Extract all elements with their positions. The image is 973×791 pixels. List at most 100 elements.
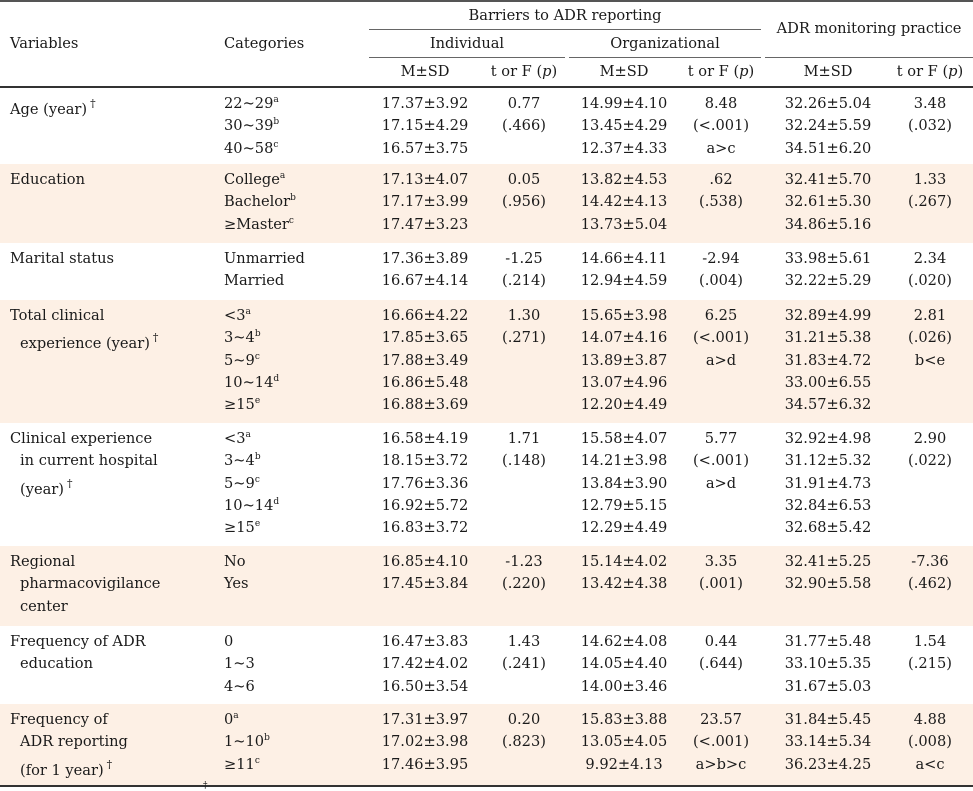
row-categories: 0 1~3 4~6 bbox=[224, 631, 255, 698]
row-mon-t-line: 2.81 bbox=[913, 307, 947, 324]
row-ind-msd-line: 17.42±4.02 bbox=[381, 655, 469, 673]
row-categories: Unmarried Married bbox=[224, 248, 305, 293]
row-mon-msd-line: 34.51±6.20 bbox=[784, 139, 872, 157]
row-ind-msd: 16.66±4.22 17.85±3.65 17.88±3.49 16.86±5.48… bbox=[369, 305, 481, 416]
row-ind-t-line: (.823) bbox=[502, 733, 546, 751]
row-variable-text: (for 1 year) bbox=[20, 761, 104, 779]
row-mon-t-line: (.026) bbox=[908, 329, 952, 347]
row-mon-t: 1.54 (.215) bbox=[887, 631, 973, 676]
row-mon-msd-line: 34.86±5.16 bbox=[784, 215, 872, 233]
row-ind-msd-line: 16.57±3.75 bbox=[381, 139, 469, 157]
header-organizational: Organizational bbox=[610, 35, 720, 52]
row-org-msd-line: 12.79±5.15 bbox=[580, 496, 668, 514]
row-org-t-line: a>b>c bbox=[695, 755, 747, 773]
row-org-msd: 15.14±4.02 13.42±4.38 bbox=[569, 551, 679, 596]
row-variable-text: Total clinical bbox=[10, 307, 105, 324]
table-top-rule bbox=[0, 0, 973, 2]
row-variable-line: Regional bbox=[10, 551, 160, 573]
row-ind-msd: 17.37±3.92 17.15±4.29 16.57±3.75 bbox=[369, 93, 481, 160]
row-ind-t: -1.23 (.220) bbox=[481, 551, 567, 596]
row-variable-line: Frequency of ADR bbox=[10, 631, 146, 653]
row-mon-msd-line: 32.61±5.30 bbox=[784, 193, 872, 211]
category-label: 0 bbox=[224, 633, 234, 650]
row-mon-t-line: b<e bbox=[914, 351, 946, 369]
row-mon-msd-line: 31.91±4.73 bbox=[784, 474, 872, 492]
tf-suffix: ) bbox=[957, 63, 964, 80]
row-org-t-line: (<.001) bbox=[692, 117, 750, 135]
category-label: 3~4 bbox=[224, 452, 255, 470]
tf-suffix: ) bbox=[551, 63, 558, 80]
row-ind-t: 0.77 (.466) bbox=[481, 93, 567, 138]
row-ind-t: -1.25 (.214) bbox=[481, 248, 567, 293]
row-mon-t-line: 2.90 bbox=[913, 430, 947, 447]
row-ind-t-line: 1.30 bbox=[507, 307, 541, 324]
row-variable-line: Total clinical bbox=[10, 305, 158, 327]
category-superscript: a bbox=[233, 711, 239, 721]
category-label: College bbox=[224, 171, 280, 188]
row-ind-t-line: (.220) bbox=[502, 575, 546, 593]
row-ind-msd-line: 17.17±3.99 bbox=[381, 193, 469, 211]
tf-p: p bbox=[948, 63, 958, 80]
row-org-t-line: (.538) bbox=[699, 193, 743, 211]
row-mon-t-line: (.032) bbox=[908, 117, 952, 135]
tf-p: p bbox=[542, 63, 552, 80]
row-mon-t: 2.90 (.022) bbox=[887, 428, 973, 473]
row-mon-msd-line: 33.14±5.34 bbox=[784, 733, 872, 751]
row-org-t-line: a>d bbox=[705, 474, 737, 492]
row-mon-msd-line: 32.41±5.25 bbox=[784, 553, 872, 570]
category-superscript: b bbox=[264, 733, 270, 744]
row-variable-line: Frequency of bbox=[10, 709, 128, 731]
row-org-t: 23.57 (<.001) a>b>c bbox=[679, 709, 763, 776]
row-mon-msd: 32.92±4.98 31.12±5.32 31.91±4.73 32.84±6.53… bbox=[765, 428, 891, 539]
row-ind-t: 0.05 (.956) bbox=[481, 169, 567, 214]
row-variable-line: center bbox=[10, 596, 160, 618]
category-superscript: b bbox=[273, 117, 280, 128]
row-mon-t-line: 1.33 bbox=[913, 171, 947, 188]
row-categories-line: 40~58c bbox=[224, 138, 279, 160]
row-mon-t-line: (.022) bbox=[908, 452, 952, 470]
tf-prefix: t or F ( bbox=[490, 63, 543, 80]
row-mon-msd-line: 31.21±5.38 bbox=[784, 329, 872, 347]
row-org-msd-line: 14.66±4.11 bbox=[580, 250, 668, 267]
category-label: 10~14 bbox=[224, 496, 274, 514]
row-ind-msd-line: 16.86±5.48 bbox=[381, 373, 469, 391]
category-label: ≥11 bbox=[224, 755, 255, 773]
row-ind-t-line: 0.77 bbox=[507, 95, 541, 112]
header-barriers-rule bbox=[369, 29, 761, 30]
row-mon-t-line: (.008) bbox=[908, 733, 952, 751]
row-categories-line: 4~6 bbox=[224, 676, 255, 698]
row-mon-msd-line: 31.77±5.48 bbox=[784, 633, 872, 650]
row-mon-t: -7.36 (.462) bbox=[887, 551, 973, 596]
row-org-msd: 15.58±4.07 14.21±3.98 13.84±3.90 12.79±5.15… bbox=[569, 428, 679, 539]
table-bottom-rule bbox=[0, 785, 973, 787]
row-categories-line: Collegea bbox=[224, 169, 296, 191]
row-org-msd: 15.83±3.88 13.05±4.05 9.92±4.13 bbox=[569, 709, 679, 776]
row-mon-t-line: -7.36 bbox=[911, 553, 949, 570]
row-variable-text: experience (year) bbox=[20, 335, 150, 353]
row-mon-msd-line: 32.92±4.98 bbox=[784, 430, 872, 447]
category-label: 0 bbox=[224, 711, 234, 728]
row-variable-text: Age (year) bbox=[10, 101, 88, 118]
row-org-msd: 15.65±3.98 14.07±4.16 13.89±3.87 13.07±4.96… bbox=[569, 305, 679, 416]
row-ind-t: 1.43 (.241) bbox=[481, 631, 567, 676]
row-categories-line: Yes bbox=[224, 573, 249, 595]
row-ind-msd-line: 17.85±3.65 bbox=[381, 329, 469, 347]
row-variable-line: pharmacovigilance bbox=[10, 573, 160, 595]
dagger-mark: † bbox=[90, 97, 96, 110]
row-mon-t-line: a<c bbox=[915, 755, 945, 773]
row-org-msd-line: 13.84±3.90 bbox=[580, 474, 668, 492]
row-ind-t-line: (.148) bbox=[502, 452, 546, 470]
row-org-t-line: 3.35 bbox=[704, 553, 738, 570]
header-org-msd: M±SD bbox=[599, 63, 649, 80]
row-categories-line: 10~14d bbox=[224, 372, 279, 394]
row-org-t: 8.48 (<.001) a>c bbox=[679, 93, 763, 160]
row-variable-text: Regional bbox=[10, 553, 76, 570]
category-label: Unmarried bbox=[224, 250, 305, 267]
row-ind-t-line: (.466) bbox=[502, 117, 546, 135]
row-categories-line: 10~14d bbox=[224, 495, 279, 517]
row-org-t: 3.35 (.001) bbox=[679, 551, 763, 596]
row-categories: 0a 1~10b ≥11c bbox=[224, 709, 270, 776]
row-ind-t: 0.20 (.823) bbox=[481, 709, 567, 754]
row-org-t-line: (<.001) bbox=[692, 329, 750, 347]
dagger-mark: † bbox=[152, 331, 159, 345]
